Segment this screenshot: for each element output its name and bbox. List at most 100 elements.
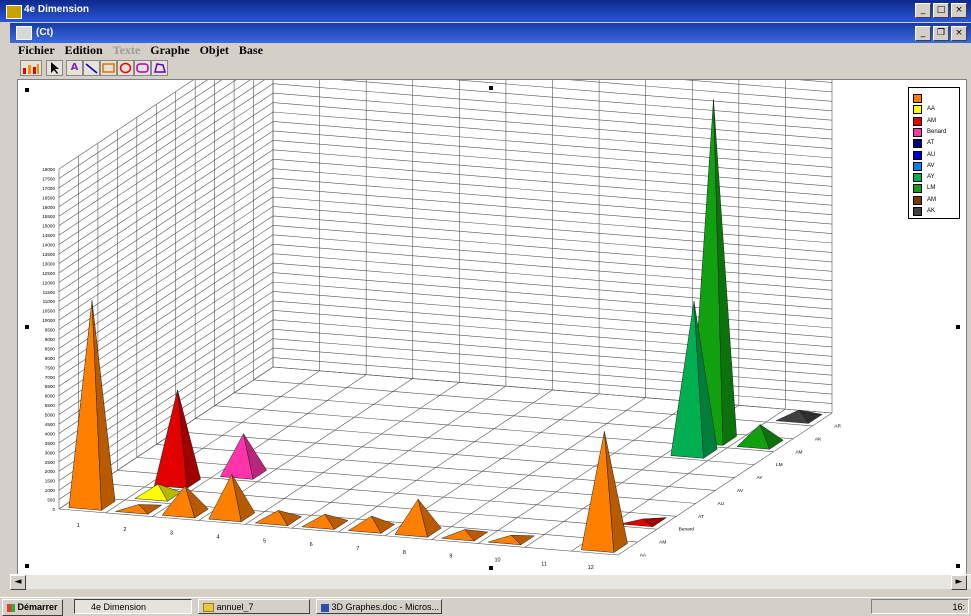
x-tick-label: 10 — [494, 557, 500, 563]
floor-grid-line — [58, 508, 619, 556]
y-tick-label: 12000 — [42, 280, 55, 285]
menu-edition[interactable]: Edition — [64, 43, 103, 57]
chart-tool-icon[interactable] — [20, 60, 42, 76]
legend-swatch — [913, 161, 922, 171]
polygon-tool-icon[interactable] — [151, 60, 168, 76]
pyramid-bar-side — [91, 300, 116, 511]
close-icon[interactable]: × — [951, 3, 967, 18]
menu-graphe[interactable]: Graphe — [150, 43, 190, 57]
legend-swatch — [913, 116, 922, 126]
x-tick-label: 6 — [310, 542, 313, 548]
depth-tick-label: AT — [698, 514, 704, 520]
y-tick-label: 9000 — [45, 337, 56, 342]
legend-entry: AV — [913, 161, 957, 171]
depth-tick-label: AM — [659, 540, 666, 546]
y-tick-label: 5500 — [45, 403, 56, 408]
legend-entry: Benard — [913, 127, 957, 137]
task-label: 3D Graphes.doc - Micros... — [331, 602, 440, 612]
legend-entry: AM — [913, 116, 957, 126]
line-tool-icon[interactable] — [83, 60, 100, 76]
y-tick-label: 2500 — [45, 460, 56, 465]
maximize-icon[interactable]: □ — [933, 3, 949, 18]
scroll-right-icon[interactable]: ► — [951, 575, 967, 590]
left-wall-grid-line — [58, 168, 274, 311]
start-button[interactable]: Démarrer — [2, 599, 63, 616]
task-annuel[interactable]: annuel_7 — [198, 599, 310, 614]
selection-handle[interactable] — [956, 325, 960, 329]
depth-tick-label: AA — [640, 553, 647, 559]
y-tick-label: 14000 — [42, 243, 55, 248]
y-tick-label: 11500 — [43, 290, 56, 295]
y-tick-label: 18000 — [42, 167, 55, 172]
depth-tick-label: AV — [737, 488, 744, 494]
legend-label: AU — [927, 151, 936, 158]
floor-grid-line — [78, 495, 638, 543]
menu-bar: Fichier Edition Texte Graphe Objet Base — [10, 43, 971, 58]
left-wall-grid-line — [58, 83, 274, 226]
word-icon — [321, 603, 329, 612]
horizontal-scrollbar[interactable]: ◄ ► — [10, 574, 971, 590]
y-tick-label: 1500 — [45, 479, 56, 484]
menu-base[interactable]: Base — [238, 43, 263, 57]
left-wall-grid-line — [58, 80, 265, 217]
y-tick-label: 14500 — [42, 233, 55, 238]
selection-handle[interactable] — [25, 88, 29, 92]
left-wall-grid-line — [58, 80, 237, 198]
text-tool-icon[interactable]: A — [66, 60, 83, 76]
selection-handle[interactable] — [25, 564, 29, 568]
menu-fichier[interactable]: Fichier — [18, 43, 55, 57]
y-tick-label: 12500 — [42, 271, 55, 276]
arrow-tool-icon[interactable] — [46, 60, 63, 76]
x-tick-label: 4 — [217, 534, 220, 540]
selection-handle[interactable] — [25, 325, 29, 329]
left-wall-grid-line — [58, 80, 223, 189]
minimize-icon[interactable]: _ — [915, 26, 931, 41]
x-tick-label: 8 — [403, 550, 406, 556]
legend-swatch — [913, 173, 922, 183]
close-icon[interactable]: × — [951, 26, 967, 41]
legend-label: AM — [927, 196, 936, 203]
menu-texte[interactable]: Texte — [112, 43, 141, 57]
depth-tick-label: AK — [815, 436, 822, 442]
task-word-document[interactable]: 3D Graphes.doc - Micros... — [316, 599, 442, 614]
selection-handle[interactable] — [489, 86, 493, 90]
selection-handle[interactable] — [489, 566, 493, 570]
selection-handle[interactable] — [956, 564, 960, 568]
pyramid-bar-side — [231, 474, 256, 523]
legend-label: AV — [927, 162, 935, 169]
x-tick-label: 12 — [588, 565, 594, 571]
oval-tool-icon[interactable] — [117, 60, 134, 76]
legend-entry: AK — [913, 206, 957, 216]
minimize-icon[interactable]: _ — [915, 3, 931, 18]
pyramid-bar-side — [759, 423, 784, 450]
y-tick-label: 500 — [47, 498, 55, 503]
task-label: annuel_7 — [216, 602, 254, 612]
x-tick-label: 2 — [123, 527, 126, 533]
depth-tick-label: Benard — [679, 527, 695, 533]
start-label: Démarrer — [17, 602, 58, 612]
left-wall-grid-line — [58, 80, 251, 208]
floor-grid-line — [245, 382, 460, 525]
task-4e-dimension[interactable]: 4e Dimension — [74, 599, 192, 614]
legend-label: AK — [927, 208, 936, 214]
legend-swatch — [913, 207, 922, 216]
menu-objet[interactable]: Objet — [199, 43, 229, 57]
left-wall-grid-line — [58, 158, 274, 302]
floor-grid-line — [195, 418, 755, 465]
y-tick-label: 0 — [52, 507, 55, 512]
floor-grid-line — [175, 431, 735, 478]
rounded-rect-tool-icon[interactable] — [134, 60, 151, 76]
legend-label: AA — [927, 106, 936, 113]
rectangle-tool-icon[interactable] — [100, 60, 117, 76]
x-tick-label: 5 — [263, 538, 266, 544]
pyramid-bar-side — [642, 517, 668, 528]
restore-icon[interactable]: ❐ — [933, 26, 949, 41]
y-tick-label: 15000 — [42, 224, 55, 229]
left-wall-grid-line — [58, 177, 274, 321]
scroll-left-icon[interactable]: ◄ — [10, 575, 26, 590]
x-tick-label: 7 — [356, 546, 359, 552]
legend-label: AT — [927, 140, 935, 147]
y-tick-label: 13500 — [42, 252, 55, 257]
floor-grid-line — [117, 469, 677, 517]
outer-window-controls: _ □ × — [915, 3, 967, 18]
